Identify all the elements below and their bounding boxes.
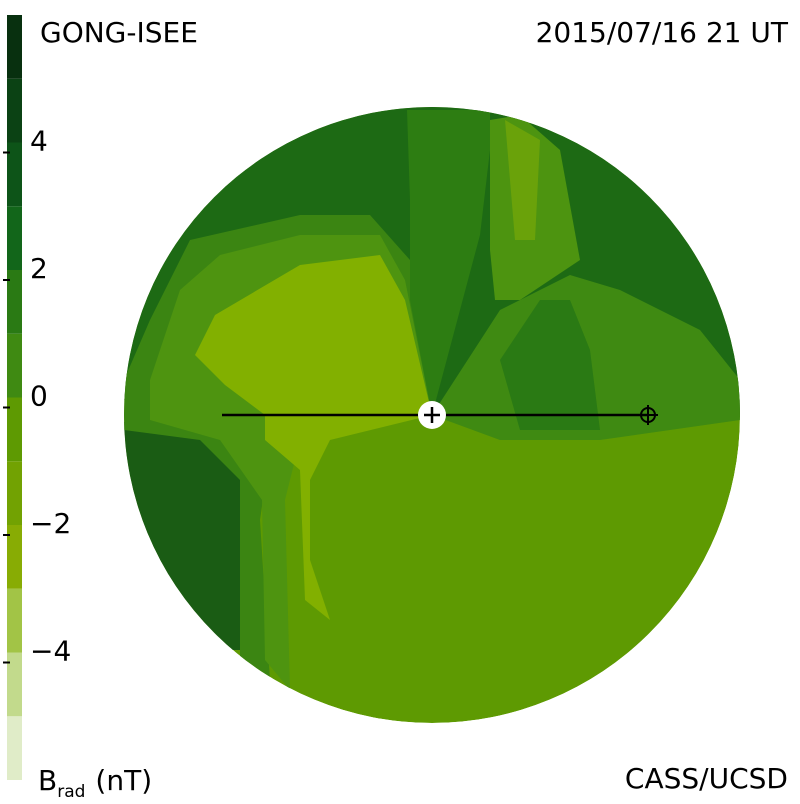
earth-marker	[638, 405, 658, 425]
colorbar-band	[7, 270, 22, 334]
title: GONG-ISEE	[40, 16, 198, 49]
colorbar-band	[7, 397, 22, 462]
colorbar-band	[7, 206, 22, 270]
colorbar-band	[7, 652, 22, 717]
colorbar-tick-label: 2	[30, 252, 48, 285]
colorbar-band	[7, 333, 22, 398]
colorbar-tick-label: 4	[30, 125, 48, 158]
date: 2015/07/16 21 UT	[536, 16, 789, 49]
colorbar-band	[7, 588, 22, 653]
colorbar-band	[7, 525, 22, 589]
colorbar-label: Brad (nT)	[38, 764, 152, 800]
colorbar-band	[7, 461, 22, 525]
colorbar-band	[7, 716, 22, 780]
sun-marker	[424, 407, 440, 423]
credit: CASS/UCSD	[625, 762, 788, 795]
colorbar-band	[7, 15, 22, 79]
colorbar-tick-label: −4	[30, 635, 71, 668]
colorbar-band	[7, 78, 22, 143]
colorbar-band	[7, 142, 22, 207]
label-sub: rad	[57, 782, 85, 800]
colorbar-tick-label: 0	[30, 380, 48, 413]
label-b: B	[38, 764, 57, 797]
contour-map	[124, 107, 740, 723]
colorbar-tick-label: −2	[30, 507, 71, 540]
label-unit: (nT)	[95, 764, 152, 797]
